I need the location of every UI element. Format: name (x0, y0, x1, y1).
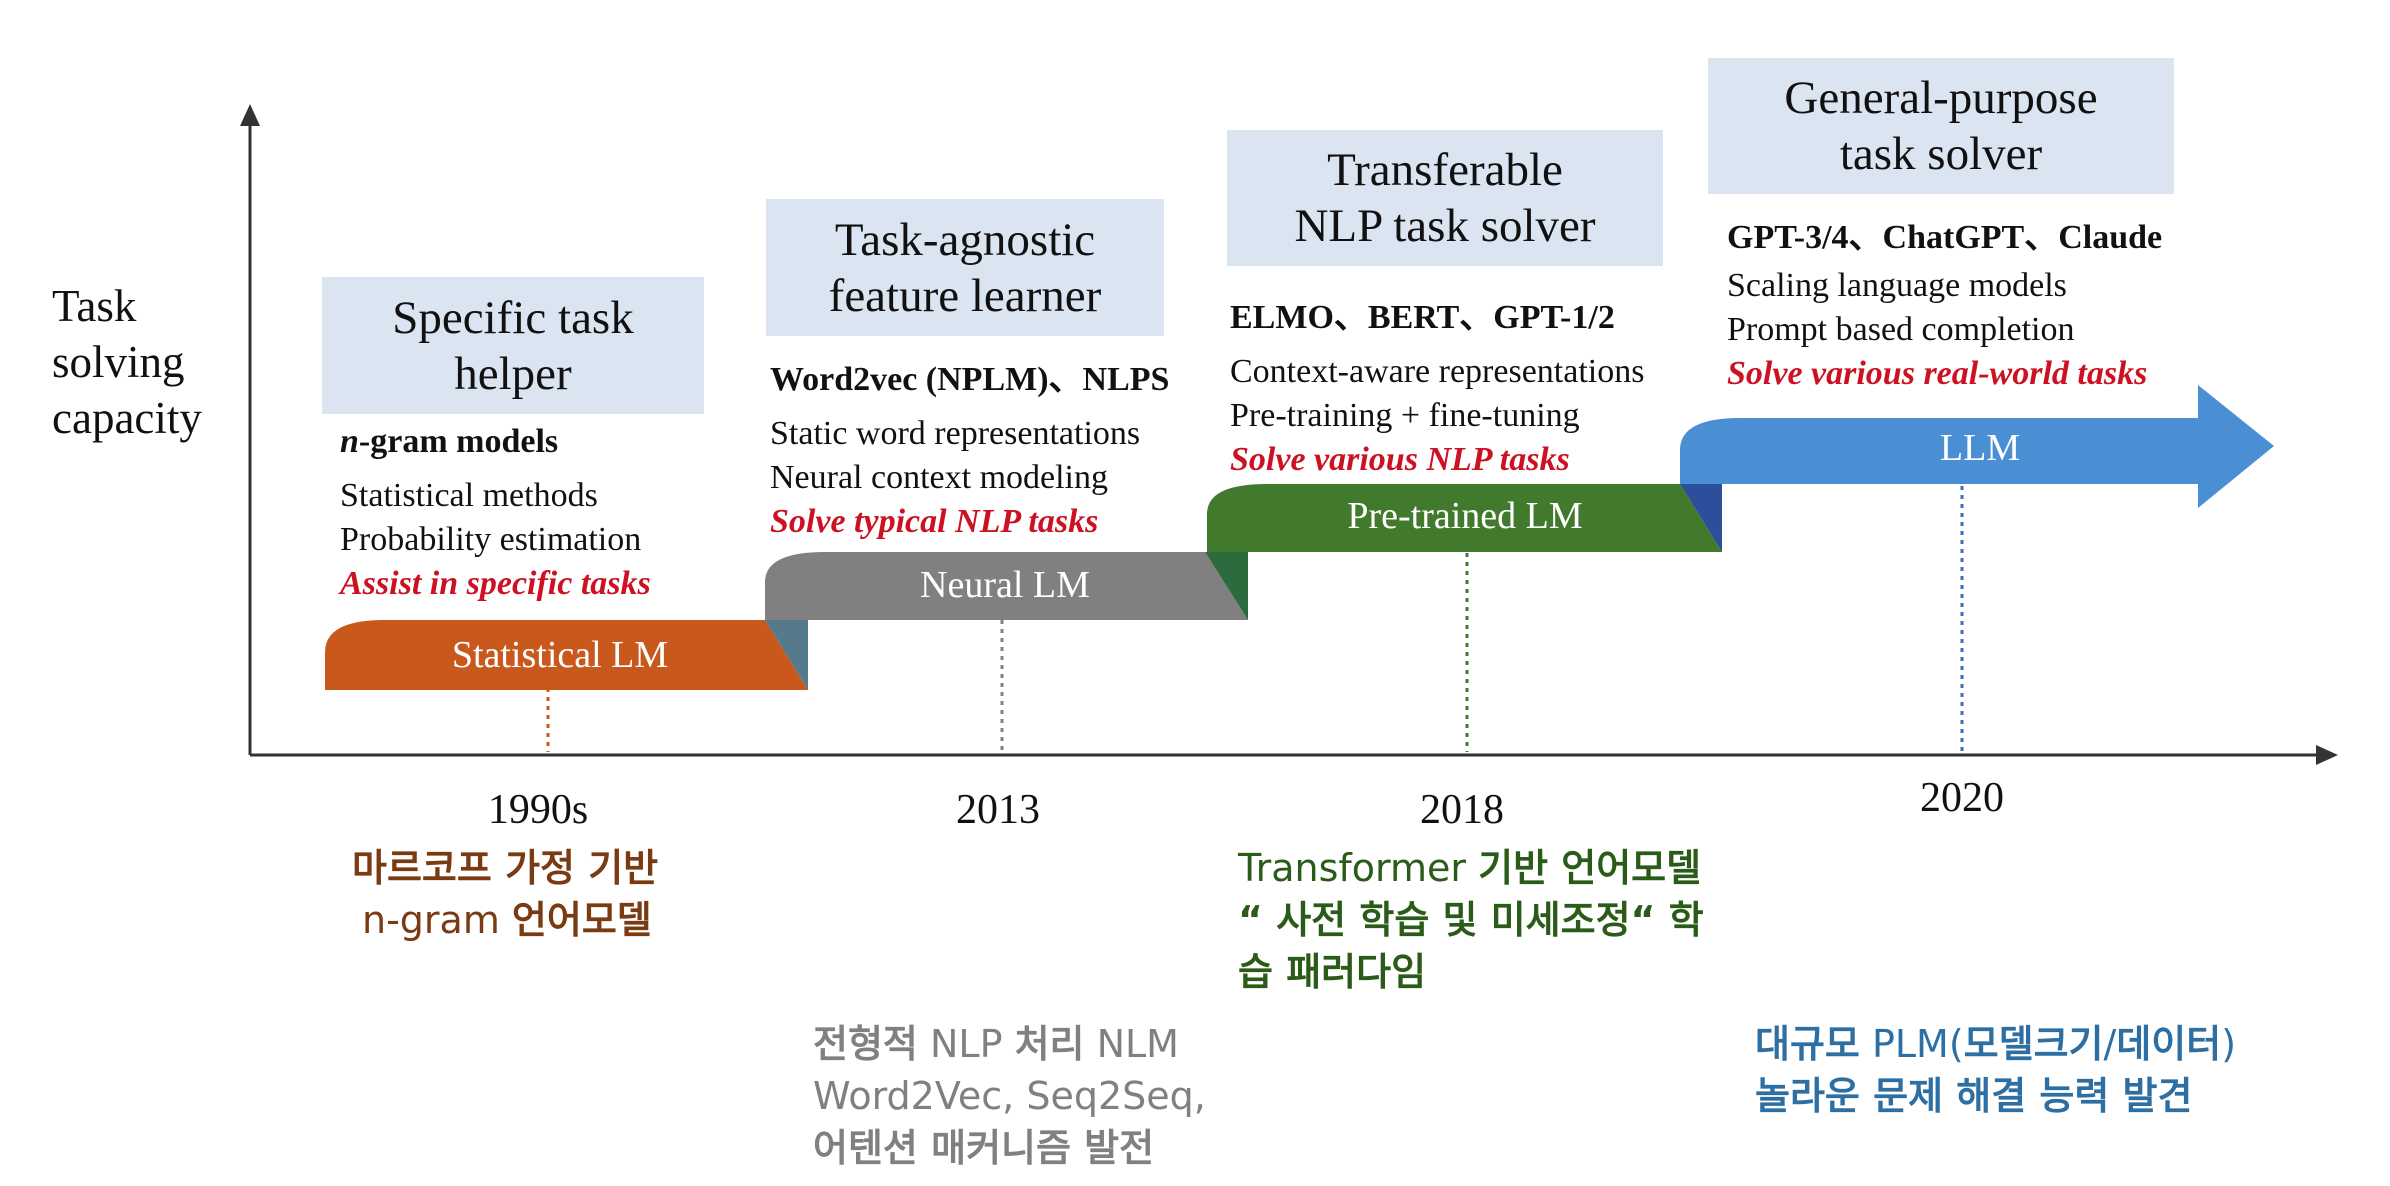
stage-desc-line: Probability estimation (340, 521, 642, 558)
bar-label-statistical-lm: Statistical LM (451, 634, 669, 676)
note-line: Transformer 기반 언어모델 (1238, 846, 1702, 890)
bar-label-llm: LLM (1939, 427, 2021, 469)
note-line: 놀라운 문제 해결 능력 발견 (1755, 1074, 2193, 1118)
year-label-2020: 2020 (1920, 775, 2004, 821)
note-line: 마르코프 가정 기반 (352, 846, 659, 890)
note-line: 대규모 PLM(모델크기/데이터) (1755, 1022, 2237, 1066)
year-label-1990s: 1990s (487, 787, 589, 833)
stage-desc-pretrained: ELMO、BERT、GPT-1/2 Context-aware represen… (1230, 296, 1644, 482)
llm-arrow (1680, 385, 2274, 508)
statistical-lm-bar (325, 620, 808, 690)
stage-desc-highlight: Solve various real-world tasks (1727, 355, 2148, 392)
stage-desc-statistical: n-gram models Statistical methods Probab… (340, 420, 651, 606)
note-line: n-gram 언어모델 (362, 898, 652, 942)
note-neural: 전형적 NLP 처리 NLM Word2Vec, Seq2Seq, 어텐션 매커… (813, 1018, 1206, 1174)
stage-box-task-agnostic: Task-agnostic feature learner (766, 199, 1164, 336)
stage-desc-head: Word2vec (NPLM)、NLPS (770, 361, 1170, 398)
y-axis-arrow (240, 104, 260, 126)
note-line: Word2Vec, Seq2Seq, (813, 1074, 1206, 1118)
stage-desc-line: Pre-training + fine-tuning (1230, 397, 1580, 434)
neural-lm-bar (765, 552, 1248, 620)
bar-label-neural-lm: Neural LM (920, 564, 1090, 606)
stage-desc-line: Context-aware representations (1230, 353, 1645, 390)
stage-desc-head: GPT-3/4、ChatGPT、Claude (1727, 219, 2163, 256)
stage-desc-line: Neural context modeling (770, 459, 1109, 496)
y-axis-label: Task solving capacity (52, 281, 202, 443)
note-line: 습 패러다임 (1238, 950, 1427, 994)
pretrained-lm-bar (1207, 484, 1722, 552)
stage-desc-head: n-gram models (340, 423, 559, 460)
stage-box-general-purpose: General-purpose task solver (1708, 58, 2174, 194)
neural-lm-fold (1205, 552, 1248, 620)
stage-desc-line: Scaling language models (1727, 267, 2067, 304)
stage-desc-highlight: Solve various NLP tasks (1230, 441, 1570, 478)
note-line: “ 사전 학습 및 미세조정“ 학 (1238, 898, 1704, 942)
bar-label-pretrained-lm: Pre-trained LM (1347, 495, 1583, 537)
pretrained-lm-fold (1680, 484, 1722, 552)
note-statistical: 마르코프 가정 기반 n-gram 언어모델 (352, 842, 658, 946)
year-label-2018: 2018 (1420, 787, 1504, 833)
note-llm: 대규모 PLM(모델크기/데이터) 놀라운 문제 해결 능력 발견 (1755, 1018, 2236, 1122)
stage-desc-highlight: Assist in specific tasks (340, 565, 651, 602)
stage-desc-neural: Word2vec (NPLM)、NLPS Static word represe… (770, 358, 1169, 544)
x-axis-arrow (2316, 745, 2338, 765)
statistical-lm-fold (765, 620, 808, 690)
note-line: 어텐션 매커니즘 발전 (813, 1126, 1155, 1170)
note-pretrained: Transformer 기반 언어모델 “ 사전 학습 및 미세조정“ 학 습 … (1238, 842, 1704, 998)
stage-desc-highlight: Solve typical NLP tasks (770, 503, 1099, 540)
year-label-2013: 2013 (956, 787, 1040, 833)
stage-desc-line: Static word representations (770, 415, 1141, 452)
stage-box-specific-task-helper: Specific task helper (322, 277, 704, 414)
stage-desc-line: Prompt based completion (1727, 311, 2075, 348)
stage-desc-line: Statistical methods (340, 477, 598, 514)
stage-desc-head: ELMO、BERT、GPT-1/2 (1230, 299, 1615, 336)
note-line: 전형적 NLP 처리 NLM (813, 1022, 1179, 1066)
stage-box-transferable: Transferable NLP task solver (1227, 130, 1663, 266)
stage-desc-llm: GPT-3/4、ChatGPT、Claude Scaling language … (1727, 216, 2162, 396)
